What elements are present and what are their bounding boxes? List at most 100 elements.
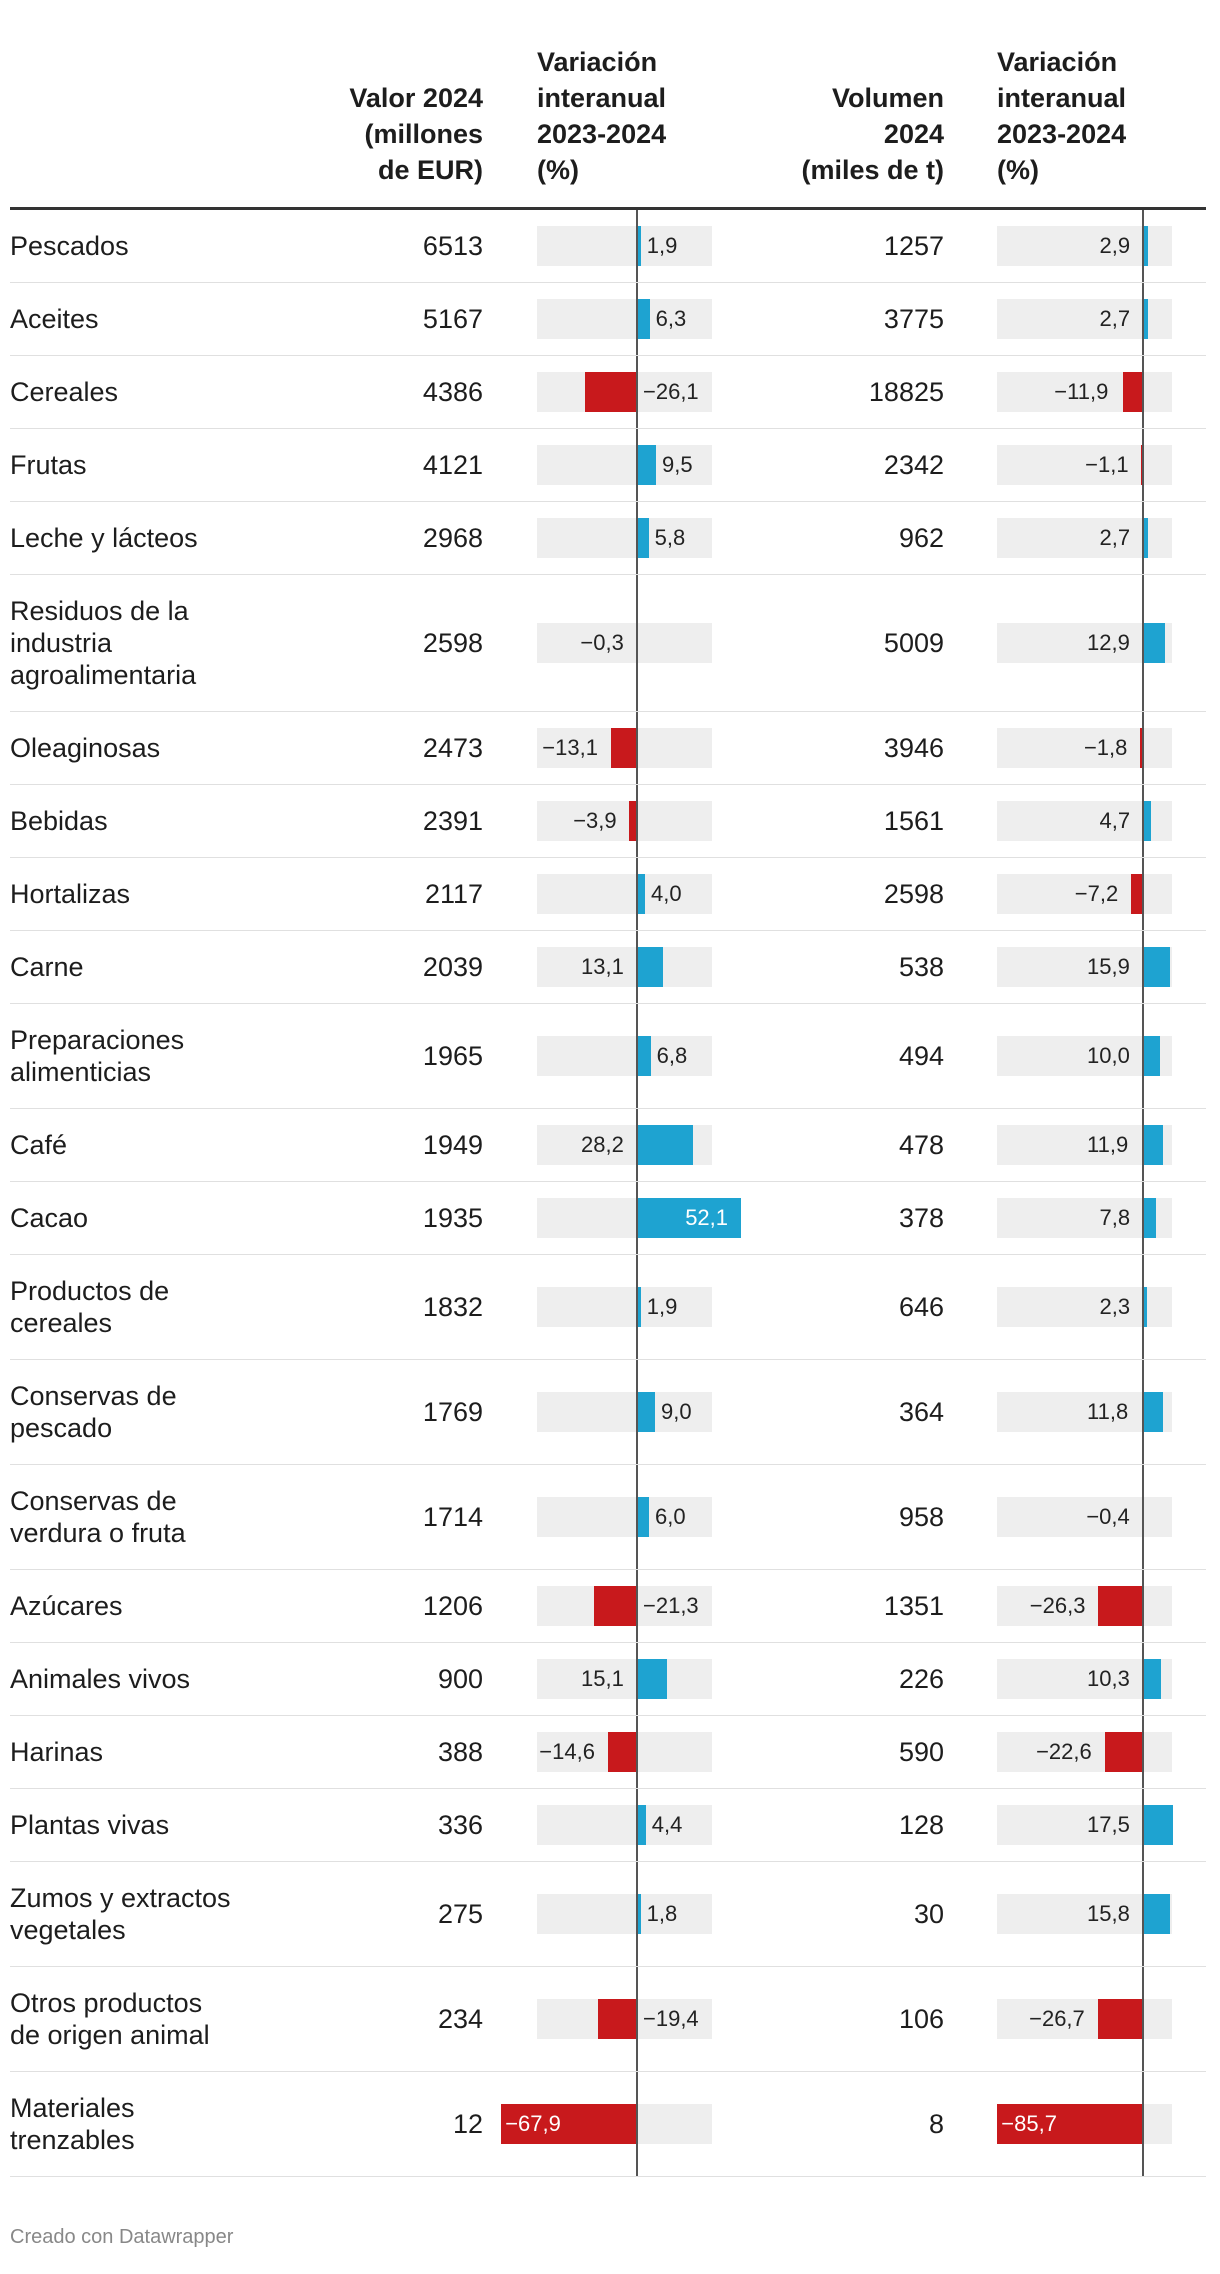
var_valor-bar-cell: 1,8	[537, 1862, 712, 1966]
zero-line	[636, 1570, 638, 1642]
volumen-value: 962	[898, 522, 944, 553]
zero-line	[1142, 1570, 1144, 1642]
valor-value: 234	[437, 2003, 483, 2034]
table-row: Oleaginosas 2473 3946 −13,1 −1,8	[10, 712, 1206, 785]
valor-value: 6513	[422, 230, 483, 261]
row-label: Oleaginosas	[10, 733, 161, 763]
table-row: Azúcares 1206 1351 −21,3 −26,3	[10, 1570, 1206, 1643]
var_volumen-bar-cell: 10,0	[997, 1004, 1172, 1108]
zero-line	[1142, 1862, 1144, 1966]
var_valor-bar-cell: 5,8	[537, 502, 712, 574]
volumen-value: 494	[898, 1040, 944, 1071]
volumen-value: 3775	[883, 303, 944, 334]
zero-line	[636, 858, 638, 930]
var_valor-bar-cell: −67,9	[501, 2072, 712, 2176]
bar-value-label: −22,6	[1036, 1739, 1092, 1764]
zero-line	[636, 1109, 638, 1181]
table-header: Valor 2024 (millones de EUR) Variación i…	[10, 0, 1206, 210]
zero-line	[1142, 283, 1144, 355]
var_valor-bar-cell: −21,3	[537, 1570, 712, 1642]
table-row: Aceites 5167 3775 6,3 2,7	[10, 283, 1206, 356]
volumen-value: 226	[898, 1663, 944, 1694]
var_volumen-bar-cell: 2,7	[997, 502, 1172, 574]
negative-bar	[629, 801, 637, 841]
bar-track	[537, 1805, 712, 1845]
row-label: Materiales trenzables	[10, 2093, 135, 2155]
var_volumen-bar-cell: 12,9	[997, 575, 1172, 711]
bar-value-label: 4,4	[651, 1812, 683, 1837]
var_volumen-bar-cell: 11,8	[997, 1360, 1172, 1464]
bar-value-label: 5,8	[654, 525, 686, 550]
bar-value-label: −7,2	[1074, 881, 1119, 906]
table-row: Harinas 388 590 −14,6 −22,6	[10, 1716, 1206, 1789]
var_valor-bar-cell: 1,9	[537, 210, 712, 282]
zero-line	[1142, 1004, 1144, 1108]
bar-track	[537, 1659, 712, 1699]
table-row: Hortalizas 2117 2598 4,0 −7,2	[10, 858, 1206, 931]
zero-line	[636, 1255, 638, 1359]
bar-value-label: −19,4	[643, 2006, 699, 2031]
var_volumen-bar-cell: 17,5	[997, 1789, 1173, 1861]
var_valor-bar-cell: 52,1	[537, 1182, 742, 1254]
row-label: Leche y lácteos	[10, 523, 198, 553]
negative-bar	[584, 372, 637, 412]
row-label: Azúcares	[10, 1591, 123, 1621]
footer-credit: Creado con Datawrapper	[10, 2226, 234, 2248]
valor-value: 2473	[422, 732, 483, 763]
var_valor-bar-cell: 9,0	[537, 1360, 712, 1464]
bar-value-label: 2,9	[1099, 233, 1131, 258]
bar-value-label: −14,6	[539, 1739, 595, 1764]
negative-bar	[594, 1586, 637, 1626]
negative-bar	[1097, 1999, 1143, 2039]
positive-bar	[637, 445, 656, 485]
var_valor-bar-cell: 4,4	[537, 1789, 712, 1861]
negative-bar	[997, 2104, 1143, 2144]
positive-bar	[1143, 1287, 1147, 1327]
table-row: Zumos y extractos vegetales 275 30 1,8 15,8	[10, 1862, 1206, 1967]
row-label: Carne	[10, 952, 84, 982]
volumen-value: 1257	[883, 230, 944, 261]
negative-bar	[1122, 372, 1143, 412]
row-label: Frutas	[10, 450, 87, 480]
valor-value: 1935	[422, 1202, 483, 1233]
negative-bar	[1098, 1586, 1143, 1626]
row-label: Plantas vivas	[10, 1810, 170, 1840]
row-label: Animales vivos	[10, 1664, 191, 1694]
row-label: Zumos y extractos vegetales	[10, 1883, 231, 1945]
bar-value-label: 15,9	[1087, 954, 1130, 979]
zero-line	[1142, 356, 1144, 428]
bar-track	[537, 1894, 712, 1934]
volumen-value: 8	[928, 2108, 944, 2139]
negative-bar	[610, 728, 637, 768]
bar-value-label: 52,1	[685, 1205, 729, 1230]
positive-bar	[637, 226, 641, 266]
positive-bar	[1143, 1198, 1157, 1238]
zero-line	[636, 712, 638, 784]
var_volumen-bar-cell: 2,3	[997, 1255, 1172, 1359]
positive-bar	[1143, 518, 1148, 558]
volumen-value: 2598	[883, 878, 944, 909]
bar-value-label: 6,3	[655, 306, 687, 331]
bar-track	[537, 1392, 712, 1432]
bar-value-label: −13,1	[542, 735, 598, 760]
zero-line	[636, 1465, 638, 1569]
table-row: Materiales trenzables 12 8 −67,9 −85,7	[10, 2072, 1206, 2177]
var_valor-bar-cell: 1,9	[537, 1255, 712, 1359]
valor-value: 5167	[422, 303, 483, 334]
var_volumen-bar-cell: 2,9	[997, 210, 1172, 282]
table-row: Residuos de la industria agroalimentaria…	[10, 575, 1206, 712]
row-label: Conservas de pescado	[10, 1381, 177, 1443]
valor-value: 1965	[422, 1040, 483, 1071]
positive-bar	[1143, 801, 1151, 841]
row-label: Aceites	[10, 304, 99, 334]
bar-value-label: −11,9	[1054, 379, 1109, 404]
table-row: Preparaciones alimenticias 1965 494 6,8 10,0	[10, 1004, 1206, 1109]
valor-value: 336	[437, 1809, 483, 1840]
var_valor-bar-cell: −19,4	[537, 1967, 712, 2071]
var_volumen-bar-cell: −1,1	[997, 429, 1172, 501]
bar-value-label: 2,7	[1099, 525, 1131, 550]
var_valor-bar-cell: 28,2	[537, 1109, 712, 1181]
volumen-value: 538	[898, 951, 944, 982]
volumen-value: 3946	[883, 732, 944, 763]
valor-value: 1714	[422, 1501, 483, 1532]
